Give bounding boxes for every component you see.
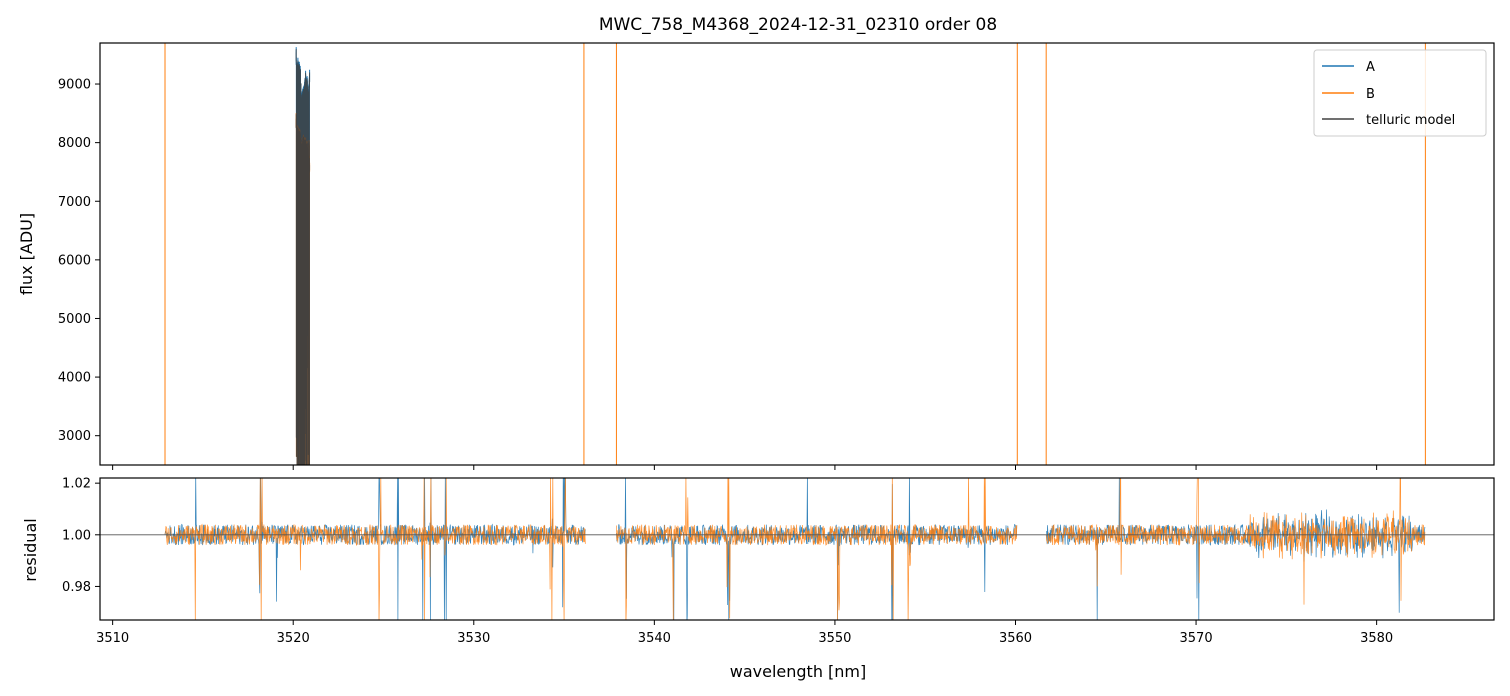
residual-y-ticks: 0.98 1.00 1.02: [62, 477, 100, 595]
telluric-model-b-line: [295, 114, 311, 465]
residual-b-line: [164, 478, 1426, 620]
flux-plot-area: [164, 43, 1426, 465]
flux-y-tick-label: 6000: [58, 253, 91, 268]
flux-x-ticks: [112, 465, 1378, 470]
x-tick-label: 3570: [1180, 631, 1213, 646]
residual-y-tick-label: 1.02: [62, 477, 91, 492]
residual-x-ticks: 3510 3520 3530 3540 3550 3560 3570 3580: [96, 620, 1393, 646]
flux-y-tick-label: 4000: [58, 371, 91, 386]
x-axis-label: wavelength [nm]: [730, 662, 867, 681]
flux-y-ticks: 3000 4000 5000 6000 7000 8000 9000: [58, 78, 100, 444]
flux-y-tick-label: 5000: [58, 312, 91, 327]
flux-axes-frame: [99, 42, 1495, 466]
x-tick-label: 3580: [1360, 631, 1393, 646]
residual-panel: 0.98 1.00 1.02 3510 3520 3530 3540 3550 3560 357…: [21, 477, 1495, 681]
legend-box: [1313, 49, 1487, 137]
flux-y-tick-label: 8000: [58, 136, 91, 151]
chart-title: MWC_758_M4368_2024-12-31_02310 order 08: [599, 15, 997, 35]
legend-label-b: B: [1366, 87, 1375, 102]
x-tick-label: 3510: [96, 631, 129, 646]
legend-label-telluric: telluric model: [1366, 113, 1455, 128]
residual-y-tick-label: 1.00: [62, 528, 91, 543]
legend-label-a: A: [1366, 60, 1375, 75]
x-tick-label: 3520: [277, 631, 310, 646]
x-tick-label: 3550: [818, 631, 851, 646]
x-tick-label: 3540: [638, 631, 671, 646]
x-tick-label: 3560: [999, 631, 1032, 646]
residual-axes-frame: [99, 477, 1495, 621]
flux-y-tick-label: 3000: [58, 429, 91, 444]
residual-y-tick-label: 0.98: [62, 580, 91, 595]
flux-y-axis-label: flux [ADU]: [17, 213, 36, 295]
flux-y-tick-label: 9000: [58, 78, 91, 93]
legend: A B telluric model: [1313, 49, 1487, 137]
flux-y-tick-label: 7000: [58, 195, 91, 210]
residual-y-axis-label: residual: [21, 518, 40, 581]
residual-plot-area: [100, 478, 1494, 620]
x-tick-label: 3530: [457, 631, 490, 646]
